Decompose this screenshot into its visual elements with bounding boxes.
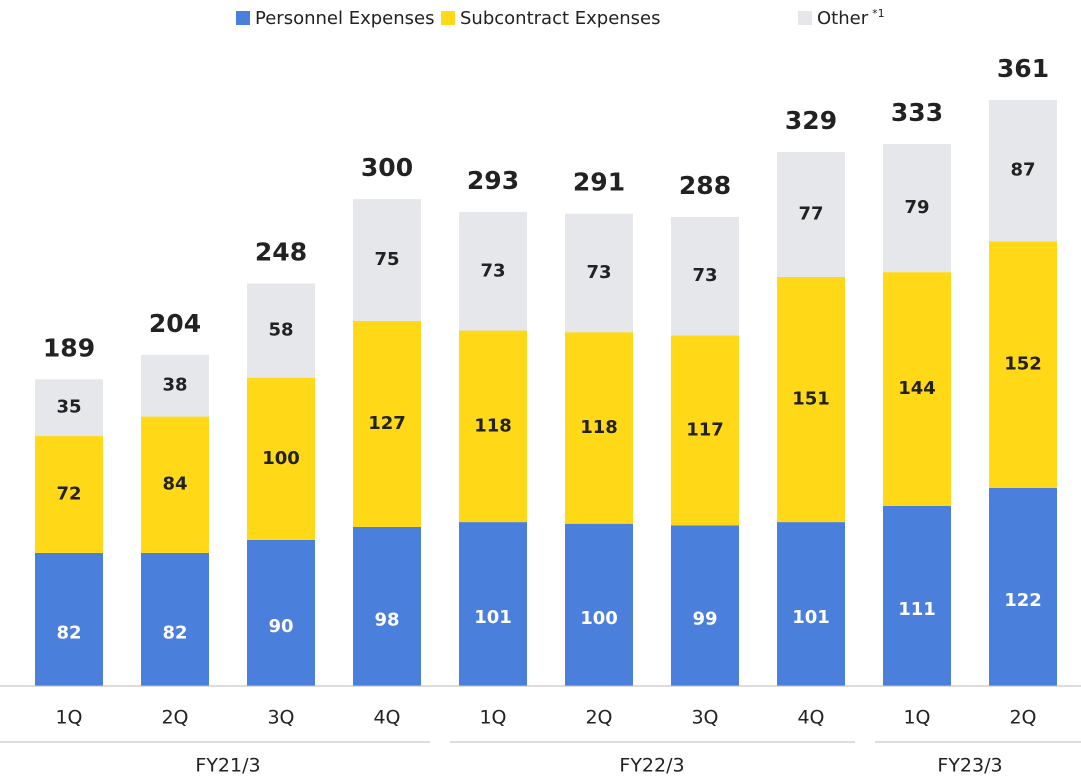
bar-segment: [459, 212, 527, 331]
value-label: 118: [580, 417, 618, 438]
bar-segment: [459, 330, 527, 523]
legend-swatch: [798, 11, 812, 25]
x-tick-label: 1Q: [479, 707, 506, 729]
bar-segment: [989, 241, 1057, 488]
total-label: 333: [891, 98, 943, 127]
x-tick-label: 1Q: [903, 707, 930, 729]
total-label: 300: [361, 153, 413, 182]
value-label: 152: [1004, 354, 1042, 375]
legend-name: Subcontract Expenses: [460, 8, 661, 29]
bar-segment: [777, 522, 845, 686]
bar-segment: [247, 377, 315, 540]
total-label: 329: [785, 106, 837, 135]
legend-label: Subcontract Expenses: [460, 8, 661, 29]
value-label: 72: [56, 483, 81, 504]
bar-segment: [141, 354, 209, 417]
bar-segment: [459, 522, 527, 686]
bar-segment: [565, 332, 633, 524]
value-label: 84: [162, 474, 187, 495]
total-label: 204: [149, 309, 201, 338]
bar-segment: [565, 523, 633, 686]
value-label: 73: [692, 265, 717, 286]
value-label: 73: [586, 262, 611, 283]
x-tick-label: 2Q: [585, 707, 612, 729]
x-tick-label: 2Q: [161, 707, 188, 729]
bar-segment: [989, 487, 1057, 686]
value-label: 58: [268, 320, 293, 341]
bar-segment: [671, 525, 739, 686]
total-label: 293: [467, 166, 519, 195]
total-label: 291: [573, 168, 625, 197]
value-label: 101: [474, 607, 512, 628]
legend-label: Personnel Expenses: [255, 8, 434, 29]
value-label: 98: [374, 609, 399, 630]
value-label: 127: [368, 413, 406, 434]
value-label: 73: [480, 260, 505, 281]
bar-segment: [35, 552, 103, 686]
total-label: 248: [255, 237, 307, 266]
bar-segment: [777, 277, 845, 523]
value-label: 101: [792, 607, 830, 628]
value-label: 38: [162, 375, 187, 396]
x-tick-label: 3Q: [691, 707, 718, 729]
total-label: 189: [43, 333, 95, 362]
group-label: FY21/3: [195, 755, 260, 777]
legend-name: Other: [817, 8, 869, 29]
bar-segment: [565, 213, 633, 333]
bar-segment: [883, 272, 951, 506]
legend-label: Other *1: [817, 7, 885, 29]
value-label: 87: [1010, 160, 1035, 181]
bar-segment: [883, 143, 951, 273]
legend-swatch: [236, 11, 250, 25]
bar-segment: [247, 283, 315, 378]
bar-segment: [247, 539, 315, 686]
legend-note: *1: [872, 7, 885, 20]
bar-segment: [671, 335, 739, 526]
value-label: 117: [686, 419, 724, 440]
value-label: 35: [56, 397, 81, 418]
value-label: 100: [580, 608, 618, 629]
bar-segment: [353, 320, 421, 527]
x-tick-label: 4Q: [797, 707, 824, 729]
bar-segment: [883, 505, 951, 686]
value-label: 75: [374, 249, 399, 270]
x-tick-label: 2Q: [1009, 707, 1036, 729]
value-label: 90: [268, 616, 293, 637]
bar-segment: [777, 152, 845, 278]
bar-segment: [353, 526, 421, 686]
group-label: FY23/3: [937, 755, 1002, 777]
value-label: 122: [1004, 590, 1042, 611]
group-label: FY22/3: [619, 755, 684, 777]
legend-swatch: [441, 11, 455, 25]
bar-segment: [35, 379, 103, 437]
bar-segment: [141, 416, 209, 553]
value-label: 82: [56, 622, 81, 643]
value-label: 99: [692, 609, 717, 630]
value-label: 118: [474, 415, 512, 436]
x-tick-label: 4Q: [373, 707, 400, 729]
value-label: 144: [898, 378, 936, 399]
bar-segment: [141, 552, 209, 686]
value-label: 111: [898, 599, 936, 620]
total-label: 288: [679, 171, 731, 200]
value-label: 82: [162, 622, 187, 643]
legend-name: Personnel Expenses: [255, 8, 434, 29]
bar-segment: [35, 436, 103, 553]
value-label: 151: [792, 389, 830, 410]
total-label: 361: [997, 54, 1049, 83]
bar-segment: [353, 199, 421, 321]
x-tick-label: 3Q: [267, 707, 294, 729]
value-label: 100: [262, 448, 300, 469]
value-label: 77: [798, 204, 823, 225]
x-tick-label: 1Q: [55, 707, 82, 729]
value-label: 79: [904, 197, 929, 218]
bar-segment: [989, 100, 1057, 242]
bar-segment: [671, 216, 739, 336]
